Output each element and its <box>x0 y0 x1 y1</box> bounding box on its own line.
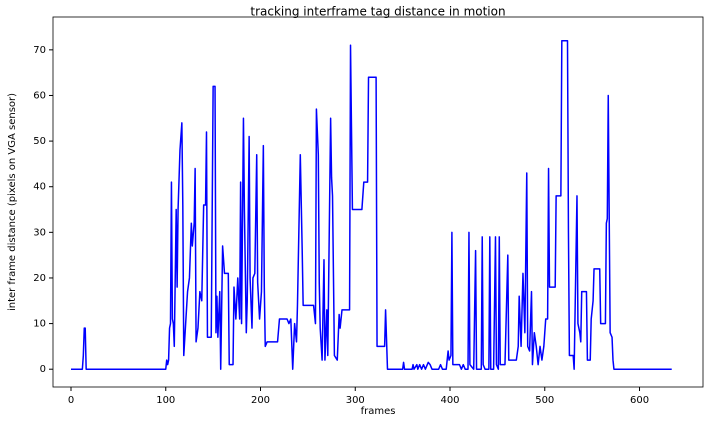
x-tick-label: 400 <box>440 395 459 406</box>
x-axis-label: frames <box>361 406 396 417</box>
y-axis-label: inter frame distance (pixels on VGA sens… <box>7 93 18 311</box>
x-tick-label: 0 <box>68 395 74 406</box>
y-tick-label: 10 <box>33 319 46 330</box>
x-tick-label: 300 <box>346 395 365 406</box>
y-tick-label: 20 <box>33 273 46 284</box>
y-tick-label: 0 <box>40 364 46 375</box>
y-tick-label: 50 <box>33 136 46 147</box>
data-line <box>71 39 672 370</box>
x-tick-label: 600 <box>630 395 649 406</box>
y-tick-label: 40 <box>33 182 46 193</box>
plot-frame <box>52 16 704 388</box>
x-tick-label: 200 <box>251 395 270 406</box>
y-tick-label: 70 <box>33 45 46 56</box>
y-tick-label: 30 <box>33 227 46 238</box>
chart-title: tracking interframe tag distance in moti… <box>250 5 505 19</box>
x-tick-label: 500 <box>535 395 554 406</box>
x-tick-label: 100 <box>156 395 175 406</box>
y-tick-label: 60 <box>33 90 46 101</box>
